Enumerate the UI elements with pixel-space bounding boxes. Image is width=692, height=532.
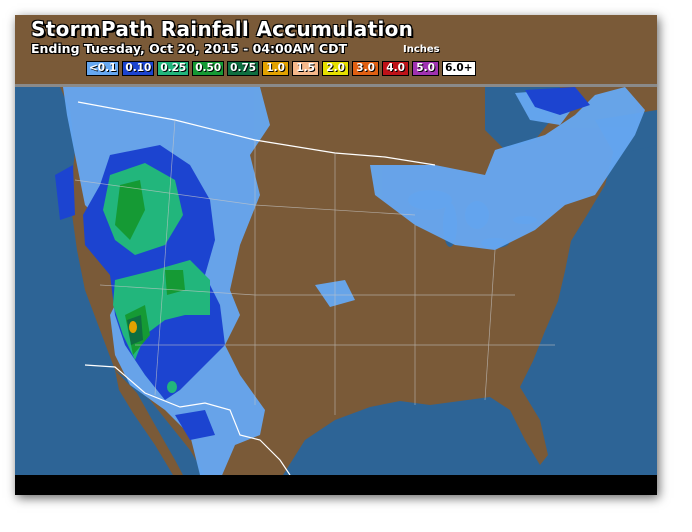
map-subtitle: Ending Tuesday, Oct 20, 2015 - 04:00AM C… — [31, 41, 347, 56]
rainfall-legend: <0.1 0.10 0.25 0.50 0.75 1.0 1.5 2.0 3.0 4.0 5.0 6.… — [86, 61, 476, 76]
legend-swatch: 4.0 — [382, 61, 410, 76]
legend-swatch: <0.1 — [86, 61, 120, 76]
rainfall-map-frame: StormPath Rainfall Accumulation Ending T… — [15, 15, 657, 495]
units-label: Inches — [403, 44, 440, 55]
legend-swatch: 1.5 — [292, 61, 320, 76]
legend-swatch: 1.0 — [262, 61, 290, 76]
header-divider — [15, 84, 657, 87]
legend-swatch: 0.50 — [192, 61, 225, 76]
bottom-bar — [15, 475, 657, 495]
legend-swatch: 6.0+ — [442, 61, 476, 76]
legend-swatch: 3.0 — [352, 61, 380, 76]
legend-swatch: 2.0 — [322, 61, 350, 76]
rain-1.0 — [129, 321, 137, 333]
state-borders — [74, 119, 555, 415]
legend-swatch: 5.0 — [412, 61, 440, 76]
land-baja — [115, 370, 183, 475]
legend-swatch: 0.75 — [227, 61, 260, 76]
legend-swatch: 0.25 — [157, 61, 190, 76]
national-borders — [77, 101, 436, 476]
map-title: StormPath Rainfall Accumulation — [31, 17, 414, 41]
rainfall-map — [15, 15, 657, 495]
legend-swatch: 0.10 — [122, 61, 155, 76]
